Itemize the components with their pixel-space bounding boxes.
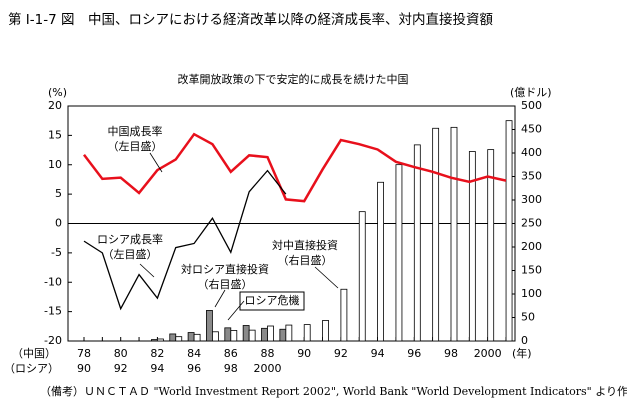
y2-tick-label: 500	[521, 99, 542, 112]
x-tick-label: 80	[114, 347, 128, 360]
y-tick-label: 15	[48, 128, 62, 141]
bar	[450, 126, 458, 342]
y2-tick-label: 200	[521, 240, 542, 253]
chart-subtitle: 改革開放政策の下で安定的に成長を続けた中国	[178, 72, 409, 86]
x-unit: (年)	[512, 346, 532, 360]
bar	[248, 329, 256, 342]
bar	[303, 324, 311, 342]
y2-tick-label: 300	[521, 193, 542, 206]
row-label: （ロシア）	[4, 362, 59, 375]
annotation: （左目盛）	[103, 247, 158, 261]
y2-axis-label: (億ドル)	[510, 86, 552, 99]
annotation: ロシア成長率	[97, 232, 163, 246]
bar	[395, 164, 403, 342]
bar	[358, 211, 366, 342]
annotation: （右目盛）	[198, 277, 253, 291]
x-tick-label-russia: 92	[114, 362, 128, 375]
annotation: 対ロシア直接投資	[181, 262, 269, 276]
bar	[193, 333, 201, 342]
line	[83, 169, 287, 311]
bar	[505, 120, 513, 342]
annotation: 中国成長率	[108, 124, 163, 138]
leader-line	[314, 266, 339, 289]
y2-tick-label: 0	[521, 334, 528, 347]
y2-tick-label: 250	[521, 217, 542, 230]
y-tick-label: -15	[44, 305, 62, 318]
bar	[224, 327, 232, 342]
y-tick-label: -20	[44, 334, 62, 347]
bar	[322, 320, 329, 342]
x-tick-label: 96	[407, 347, 421, 360]
y2-tick-label: 350	[521, 170, 542, 183]
y-tick-label: 5	[55, 187, 62, 200]
bar	[413, 144, 421, 342]
annotation: ロシア危機	[245, 293, 300, 307]
leader-line	[139, 263, 155, 278]
x-tick-label-russia: 2000	[254, 362, 282, 375]
y-tick-label: -5	[51, 246, 62, 259]
bar	[175, 336, 183, 342]
annotation: （左目盛）	[108, 139, 163, 153]
x-tick-label-russia: 96	[187, 362, 201, 375]
x-tick-label: 82	[150, 347, 164, 360]
source-note: （備考）ＵＮＣＴＡＤ "World Investment Report 2002…	[40, 385, 627, 398]
row-label: （中国）	[12, 347, 56, 360]
x-tick-label: 86	[224, 347, 238, 360]
leader-line	[214, 289, 226, 308]
y-tick-label: 10	[48, 158, 62, 171]
leader-line	[149, 152, 163, 173]
annotation-box	[239, 291, 305, 311]
x-tick-label: 98	[444, 347, 458, 360]
bar	[156, 338, 164, 342]
line	[83, 132, 507, 203]
x-tick-label: 90	[297, 347, 311, 360]
x-tick-label: 78	[77, 347, 91, 360]
bar	[468, 151, 476, 342]
y2-tick-label: 150	[521, 264, 542, 277]
y2-tick-label: 50	[521, 311, 535, 324]
bar	[279, 328, 287, 342]
x-tick-label: 94	[371, 347, 385, 360]
bar	[261, 327, 268, 342]
annotation: 対中直接投資	[272, 238, 338, 252]
y-tick-label: -10	[44, 275, 62, 288]
x-tick-label: 2000	[474, 347, 502, 360]
y-tick-label: 0	[55, 217, 62, 230]
y2-tick-label: 400	[521, 146, 542, 159]
x-tick-label: 84	[187, 347, 201, 360]
bar	[432, 127, 440, 342]
bar	[487, 149, 495, 342]
x-tick-label: 92	[334, 347, 348, 360]
bar	[285, 324, 293, 342]
leader-line	[227, 300, 245, 321]
x-tick-label-russia: 98	[224, 362, 238, 375]
bar	[230, 330, 238, 342]
y2-tick-label: 100	[521, 287, 542, 300]
bar	[267, 325, 274, 342]
y-tick-label: 20	[48, 99, 62, 112]
bar	[150, 339, 158, 342]
y-axis-label: (%)	[48, 86, 67, 99]
bar	[169, 333, 177, 342]
chart-title: 第 I-1-7 図 中国、ロシアにおける経済改革以降の経済成長率、対内直接投資額	[8, 11, 493, 28]
bar	[187, 332, 195, 342]
x-tick-label-russia: 90	[77, 362, 91, 375]
y2-tick-label: 450	[521, 123, 542, 136]
bar	[340, 288, 348, 342]
bar	[212, 331, 219, 342]
x-tick-label: 88	[261, 347, 275, 360]
bar	[377, 181, 385, 342]
x-tick-label-russia: 94	[150, 362, 164, 375]
annotation: （右目盛）	[278, 253, 333, 267]
bar	[242, 325, 250, 342]
bar	[206, 310, 213, 342]
